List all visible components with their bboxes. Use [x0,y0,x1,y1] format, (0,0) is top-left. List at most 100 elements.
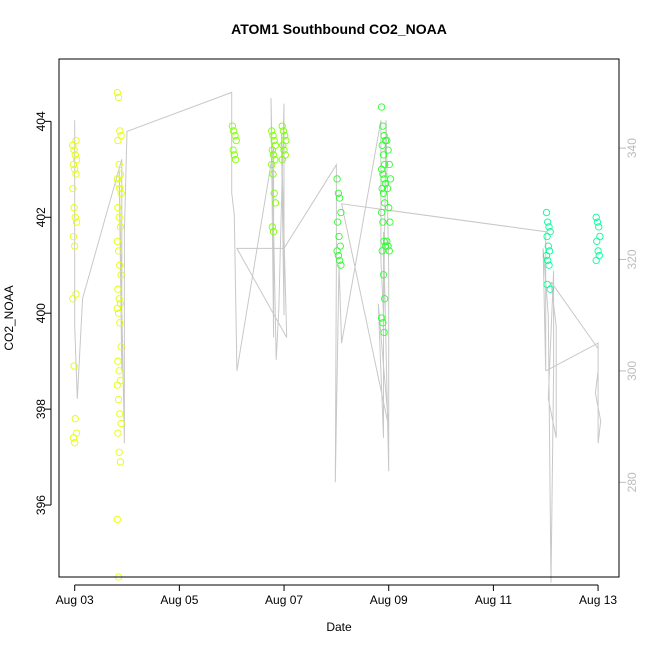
data-point [380,328,388,337]
data-point [542,251,551,260]
data-point [337,208,345,217]
data-point [114,247,123,255]
data-point [116,223,125,231]
data-point [116,127,124,135]
data-point [544,256,552,265]
data-point [379,122,387,130]
data-point [378,184,386,193]
data-point [229,146,237,154]
x-axis-label: Date [326,620,352,634]
data-point [228,122,237,130]
y-axis-label: CO2_NOAA [2,285,16,350]
data-point [115,367,123,375]
data-point [114,309,123,317]
data-point [593,237,601,245]
data-point [115,160,123,169]
y2-tick-label: 320 [625,249,639,269]
data-point [386,218,394,226]
data-point [278,156,286,164]
data-point [231,156,240,164]
data-point [336,242,344,250]
data-point [269,151,278,159]
y-tick-label: 400 [34,303,48,323]
chart-title: ATOM1 Southbound CO2_NOAA [231,21,447,37]
data-point [113,175,121,183]
data-point [334,251,343,260]
secondary-line-layer [74,91,602,583]
data-point [114,93,123,102]
data-point [377,165,386,173]
data-point [334,218,342,226]
data-point [384,146,392,154]
data-point [230,151,238,159]
data-point [268,127,276,135]
data-point [279,127,288,135]
data-point [379,151,388,159]
data-point [280,146,288,154]
data-point [544,242,552,250]
data-point [269,228,278,236]
data-point [113,381,121,389]
data-point [268,146,276,154]
y-tick-label: 396 [34,495,48,515]
data-point [383,184,392,193]
data-point [116,170,125,178]
data-point [543,280,551,289]
data-point [378,247,386,255]
data-point [69,232,78,241]
data-point [230,127,238,135]
data-point [116,319,124,327]
data-point [71,415,79,423]
data-point [378,141,386,149]
data-point [115,448,123,456]
data-point [379,319,387,327]
data-point [594,247,602,255]
data-point [334,189,343,197]
data-point [115,213,123,221]
data-point [377,314,386,322]
data-point [335,232,343,241]
data-point [269,170,277,178]
data-point [69,141,77,149]
data-point [379,271,388,279]
data-point [385,160,393,169]
y-tick-label: 404 [34,111,48,131]
data-point [595,251,603,260]
data-point [270,189,278,197]
data-point [544,218,552,226]
x-tick-label: Aug 07 [265,593,303,607]
data-point [271,199,280,207]
data-point [116,261,124,269]
data-point [379,189,388,197]
data-point [71,242,79,250]
data-point [117,189,125,197]
data-point [114,429,122,437]
secondary-series-line [74,91,602,583]
data-point [383,237,391,245]
data-point [269,132,277,140]
data-point [268,160,276,169]
data-point [72,290,80,298]
data-point [114,180,123,188]
data-point [114,357,122,365]
x-tick-label: Aug 03 [56,593,94,607]
x-tick-label: Aug 11 [475,593,512,607]
data-point [337,261,345,269]
data-point [333,175,341,183]
data-point [380,237,388,245]
y-tick-label: 398 [34,399,48,419]
data-point [335,256,344,265]
data-point [379,170,387,178]
x-tick-label: Aug 05 [160,593,198,607]
y2-tick-label: 340 [625,138,639,158]
data-point [595,223,603,231]
data-point [69,160,78,169]
data-point [70,146,78,154]
data-point [385,204,393,212]
data-point [115,295,123,303]
data-point [596,232,604,241]
data-point [116,184,124,193]
data-point [545,261,553,269]
data-point [335,194,344,202]
